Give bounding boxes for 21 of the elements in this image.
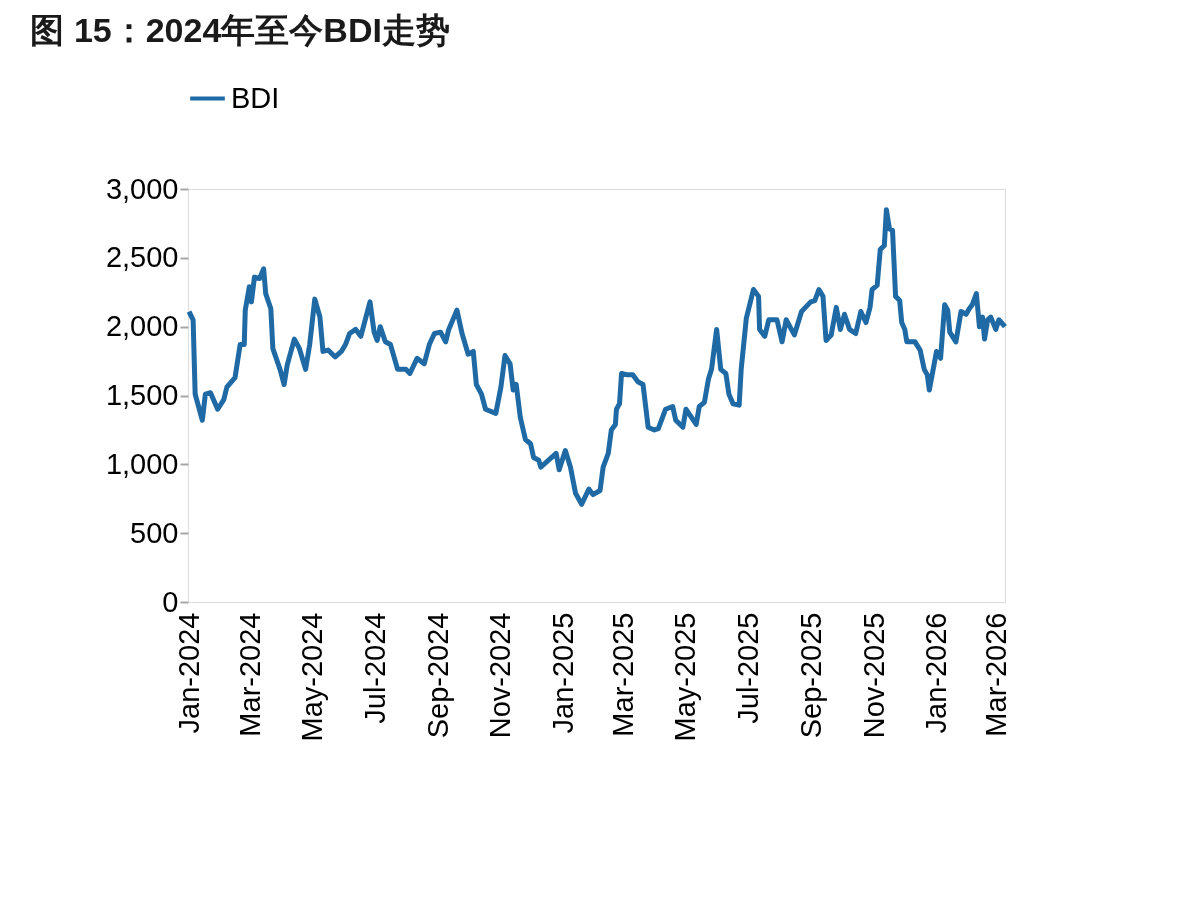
x-tick-label: Mar-2026 (980, 612, 1013, 737)
y-tick-label: 1,500 (105, 379, 179, 411)
x-tick-label: Nov-2024 (484, 612, 517, 739)
legend-label: BDI (231, 81, 280, 114)
y-tick-label: 2,000 (105, 310, 179, 343)
x-tick-label: Jan-2026 (919, 612, 952, 734)
x-tick-label: Sep-2024 (422, 612, 454, 739)
y-tick-label: 1,000 (105, 447, 179, 480)
y-tick-label: 3,000 (105, 172, 179, 205)
x-tick-label: Mar-2024 (233, 612, 266, 737)
x-tick-label: May-2024 (296, 612, 329, 742)
x-tick-label: Mar-2025 (607, 612, 640, 737)
x-tick-label: Jan-2025 (546, 612, 579, 734)
x-tick-label: Jul-2024 (358, 612, 391, 724)
x-tick-label: Jul-2025 (731, 612, 764, 724)
y-tick-label: 500 (130, 516, 179, 549)
x-tick-label: May-2025 (669, 612, 702, 742)
x-tick-label: Sep-2025 (795, 612, 828, 739)
y-tick-label: 2,500 (105, 241, 179, 274)
x-tick-label: Nov-2025 (857, 612, 890, 739)
chart-title: 图 15：2024年至今BDI走势 (30, 11, 450, 49)
